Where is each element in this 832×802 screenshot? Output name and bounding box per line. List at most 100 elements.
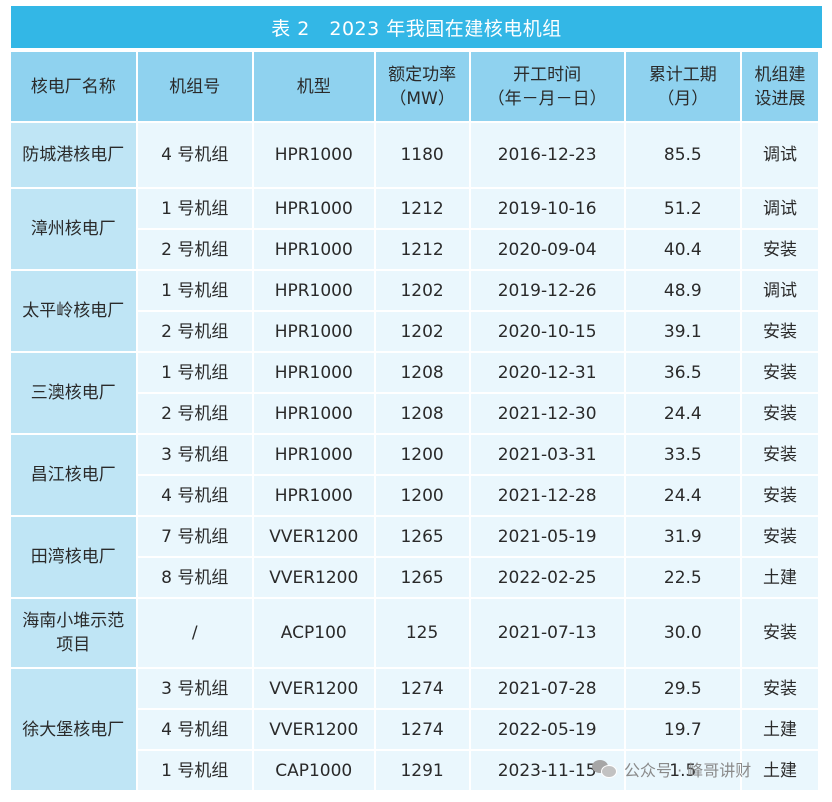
header-duration: 累计工期 （月） [625, 52, 741, 121]
reactor-model: HPR1000 [254, 189, 374, 228]
duration: 29.5 [625, 669, 741, 708]
rated-power: 1212 [375, 189, 469, 228]
duration: 51.2 [625, 189, 741, 228]
plant-name: 三澳核电厂 [11, 353, 136, 433]
header-row: 核电厂名称 机组号 机型 额定功率 （MW） 开工时间 （年－月－日） 累计工期… [11, 52, 818, 121]
reactor-model: HPR1000 [254, 476, 374, 515]
progress: 安装 [742, 599, 818, 667]
start-date: 2022-02-25 [470, 558, 624, 597]
table-row: 防城港核电厂 4 号机组 HPR1000 1180 2016-12-23 85.… [11, 123, 818, 187]
unit-number: 8 号机组 [137, 558, 252, 597]
plant-name: 防城港核电厂 [11, 123, 136, 187]
progress: 安装 [742, 394, 818, 433]
plant-name: 田湾核电厂 [11, 517, 136, 597]
reactor-model: HPR1000 [254, 353, 374, 392]
duration: 22.5 [625, 558, 741, 597]
table-row: 2 号机组 HPR1000 1202 2020-10-15 39.1 安装 [11, 312, 818, 351]
unit-number: 1 号机组 [137, 189, 252, 228]
duration: 40.4 [625, 230, 741, 269]
reactor-model: HPR1000 [254, 394, 374, 433]
progress: 调试 [742, 189, 818, 228]
header-progress: 机组建 设进展 [742, 52, 818, 121]
progress: 土建 [742, 710, 818, 749]
reactor-model: HPR1000 [254, 123, 374, 187]
table-row: 徐大堡核电厂 3 号机组 VVER1200 1274 2021-07-28 29… [11, 669, 818, 790]
rated-power: 1202 [375, 312, 469, 351]
table-frame: 表 2 2023 年我国在建核电机组 核电厂名称 机组号 机型 额定功率 （MW… [11, 6, 822, 798]
duration: 24.4 [625, 394, 741, 433]
reactor-model: HPR1000 [254, 230, 374, 269]
duration: 31.9 [625, 517, 741, 556]
progress: 土建 [742, 751, 818, 790]
rated-power: 1274 [375, 710, 469, 749]
table-row: 8 号机组 VVER1200 1265 2022-02-25 22.5 土建 [11, 558, 818, 597]
rated-power: 1208 [375, 394, 469, 433]
duration: 48.9 [625, 271, 741, 310]
progress: 安装 [742, 312, 818, 351]
header-plant: 核电厂名称 [11, 52, 136, 121]
progress: 安装 [742, 230, 818, 269]
table-row: 昌江核电厂 3 号机组 HPR1000 1200 2021-03-31 33.5… [11, 435, 818, 515]
unit-number: 1 号机组 [137, 271, 252, 310]
progress: 调试 [742, 123, 818, 187]
reactor-model: VVER1200 [254, 558, 374, 597]
wechat-icon [592, 759, 618, 779]
duration: 36.5 [625, 353, 741, 392]
duration: 33.5 [625, 435, 741, 474]
progress: 调试 [742, 271, 818, 310]
rated-power: 1200 [375, 476, 469, 515]
reactor-model: HPR1000 [254, 271, 374, 310]
duration: 39.1 [625, 312, 741, 351]
table-row: 三澳核电厂 1 号机组 HPR1000 1208 2020-12-31 36.5… [11, 353, 818, 433]
start-date: 2021-12-28 [470, 476, 624, 515]
start-date: 2021-05-19 [470, 517, 624, 556]
reactor-model: HPR1000 [254, 312, 374, 351]
rated-power: 125 [375, 599, 469, 667]
unit-number: 2 号机组 [137, 394, 252, 433]
table-title: 表 2 2023 年我国在建核电机组 [11, 6, 822, 48]
header-model: 机型 [254, 52, 374, 121]
start-date: 2020-12-31 [470, 353, 624, 392]
start-date: 2016-12-23 [470, 123, 624, 187]
rated-power: 1180 [375, 123, 469, 187]
progress: 安装 [742, 435, 818, 474]
header-unit: 机组号 [137, 52, 252, 121]
unit-number: 3 号机组 [137, 435, 252, 474]
rated-power: 1208 [375, 353, 469, 392]
header-start: 开工时间 （年－月－日） [470, 52, 624, 121]
table-row: 4 号机组 VVER1200 1274 2022-05-19 19.7 土建 [11, 710, 818, 749]
start-date: 2020-10-15 [470, 312, 624, 351]
progress: 安装 [742, 353, 818, 392]
duration: 24.4 [625, 476, 741, 515]
plant-name: 昌江核电厂 [11, 435, 136, 515]
rated-power: 1200 [375, 435, 469, 474]
duration: 1.5 [625, 751, 741, 790]
progress: 土建 [742, 558, 818, 597]
progress: 安装 [742, 669, 818, 708]
start-date: 2021-07-13 [470, 599, 624, 667]
start-date: 2020-09-04 [470, 230, 624, 269]
reactor-model: VVER1200 [254, 517, 374, 556]
unit-number: 4 号机组 [137, 476, 252, 515]
table-row: 1 号机组 CAP1000 1291 2023-11-15 1.5 土建 [11, 751, 818, 790]
unit-number: 4 号机组 [137, 710, 252, 749]
table-row: 田湾核电厂 7 号机组 VVER1200 1265 2021-05-19 31.… [11, 517, 818, 597]
rated-power: 1291 [375, 751, 469, 790]
duration: 30.0 [625, 599, 741, 667]
reactor-model: VVER1200 [254, 669, 374, 708]
plant-name: 太平岭核电厂 [11, 271, 136, 351]
start-date: 2019-10-16 [470, 189, 624, 228]
header-power: 额定功率 （MW） [375, 52, 469, 121]
rated-power: 1202 [375, 271, 469, 310]
unit-number: 1 号机组 [137, 751, 252, 790]
reactor-model: ACP100 [254, 599, 374, 667]
plant-name: 漳州核电厂 [11, 189, 136, 269]
nuclear-units-table: 核电厂名称 机组号 机型 额定功率 （MW） 开工时间 （年－月－日） 累计工期… [9, 50, 820, 792]
reactor-model: CAP1000 [254, 751, 374, 790]
watermark-text: 公众号 · 峰哥讲财 [624, 761, 752, 780]
unit-number: / [137, 599, 252, 667]
progress: 安装 [742, 476, 818, 515]
unit-number: 3 号机组 [137, 669, 252, 708]
rated-power: 1265 [375, 558, 469, 597]
unit-number: 7 号机组 [137, 517, 252, 556]
